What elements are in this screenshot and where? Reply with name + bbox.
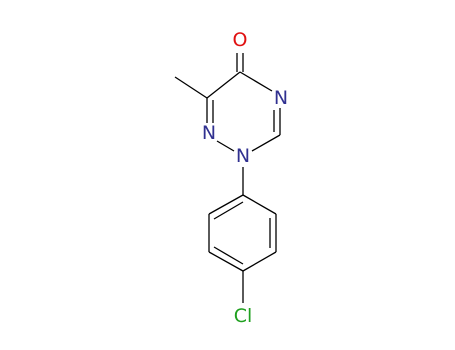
bond (251, 134, 281, 152)
bond (239, 71, 273, 92)
bond (216, 140, 235, 152)
bond (213, 201, 244, 220)
atom-label: N (274, 87, 288, 109)
bond (174, 76, 208, 99)
bond (242, 194, 277, 215)
bond (208, 194, 244, 215)
atom-label: N (202, 122, 216, 144)
bond (206, 71, 241, 99)
atom-label: O (233, 29, 248, 51)
bonds (174, 53, 281, 303)
bond (213, 246, 244, 265)
bond (208, 251, 244, 272)
bond (242, 251, 277, 272)
atom-label: N (236, 145, 250, 167)
atom-label: Cl (234, 305, 253, 327)
